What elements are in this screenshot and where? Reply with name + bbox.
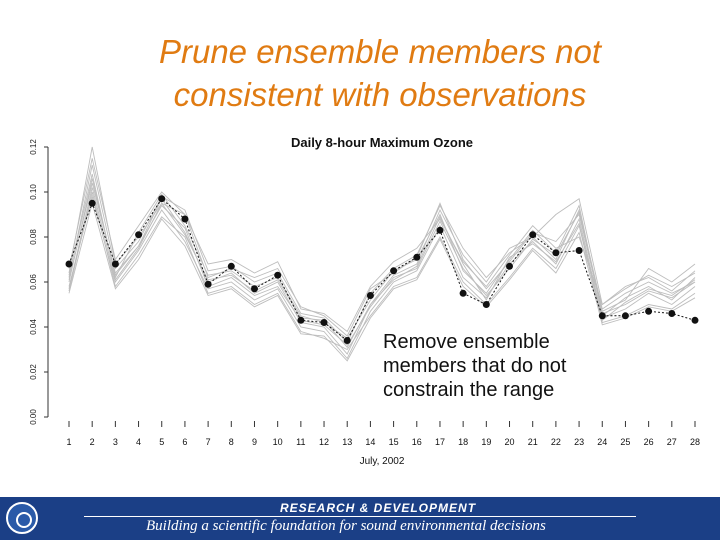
observed-point [390, 267, 398, 275]
observed-point [251, 285, 258, 293]
observed-point [227, 262, 235, 270]
x-tick-label: 2 [90, 437, 95, 447]
ensemble-member-line [68, 201, 696, 362]
y-tick-label: 0.00 [29, 409, 38, 425]
x-tick-label: 19 [481, 437, 491, 447]
x-tick-label: 3 [113, 437, 118, 447]
x-tick-label: 23 [574, 437, 584, 447]
observed-point [506, 262, 513, 270]
observed-point [343, 337, 351, 344]
x-tick-label: 26 [644, 437, 654, 447]
observed-point [436, 226, 444, 234]
y-tick-label: 0.02 [29, 364, 38, 380]
observed-point [135, 231, 143, 239]
observed-point [691, 316, 699, 324]
slide-title-line-1: Prune ensemble members not [158, 33, 602, 70]
x-tick-label: 8 [229, 437, 234, 447]
x-tick-label: 13 [342, 437, 352, 447]
observed-point [552, 249, 560, 257]
x-tick-label: 17 [435, 437, 445, 447]
x-tick-label: 12 [319, 437, 329, 447]
x-tick-label: 15 [389, 437, 399, 447]
y-tick-label: 0.04 [29, 319, 38, 335]
observed-point [366, 292, 374, 299]
x-axis-label: July, 2002 [360, 456, 405, 467]
x-tick-label: 7 [206, 437, 211, 447]
x-tick-label: 20 [505, 437, 515, 447]
callout-text: Remove ensemble members that do not cons… [383, 330, 623, 402]
epa-seal-icon [6, 502, 38, 534]
ensemble-member-line [68, 182, 696, 355]
x-tick-label: 14 [365, 437, 375, 447]
x-tick-label: 4 [136, 437, 141, 447]
ozone-line-chart: Daily 8-hour Maximum Ozone 0.00 0.02 0.04 0… [29, 135, 700, 467]
slide-title-line-2: consistent with observations [173, 76, 587, 113]
footer-divider [84, 516, 636, 517]
x-tick-label: 21 [528, 437, 538, 447]
observed-point [482, 301, 490, 308]
observed-point [459, 289, 467, 297]
footer-tagline: Building a scientific foundation for sou… [146, 518, 546, 534]
slide-title: Prune ensemble members not consistent wi… [60, 30, 700, 116]
chart-title: Daily 8-hour Maximum Ozone [291, 135, 473, 150]
y-tick-label: 0.10 [29, 184, 38, 200]
observed-point [88, 199, 96, 207]
x-tick-label: 25 [620, 437, 630, 447]
ensemble-member-line [68, 191, 696, 351]
x-tick-label: 27 [667, 437, 677, 447]
x-tick-label: 28 [690, 437, 700, 447]
footer-heading: RESEARCH & DEVELOPMENT [280, 501, 477, 515]
x-tick-label: 16 [412, 437, 422, 447]
observed-point [621, 312, 629, 320]
observed-point [297, 316, 305, 324]
observed-point [575, 247, 583, 254]
observed-point [181, 215, 189, 223]
ensemble-member-line [68, 187, 696, 349]
y-tick-label: 0.12 [29, 139, 38, 155]
observed-point [598, 312, 606, 320]
observed-line [68, 197, 696, 342]
ensemble-member-line [68, 194, 696, 360]
observed-point [413, 253, 421, 261]
x-tick-label: 9 [252, 437, 257, 447]
footer-bar: RESEARCH & DEVELOPMENT Building a scient… [0, 497, 720, 540]
observed-point [111, 260, 119, 268]
x-tick-label: 6 [182, 437, 187, 447]
observed-point [204, 280, 212, 288]
observed-point [668, 310, 676, 317]
y-tick-label: 0.06 [29, 274, 38, 290]
y-tick-label: 0.08 [29, 229, 38, 245]
x-tick-label: 18 [458, 437, 468, 447]
observed-point [645, 307, 653, 315]
x-tick-label: 24 [597, 437, 607, 447]
observed-point [320, 319, 328, 326]
observed-point [529, 231, 537, 239]
observed-point [65, 260, 73, 268]
x-tick-label: 11 [296, 437, 305, 447]
observed-point [274, 271, 282, 279]
x-tick-label: 10 [273, 437, 283, 447]
x-tick-label: 1 [66, 437, 71, 447]
x-tick-label: 22 [551, 437, 561, 447]
x-tick-label: 5 [159, 437, 164, 447]
observed-point [158, 195, 166, 203]
